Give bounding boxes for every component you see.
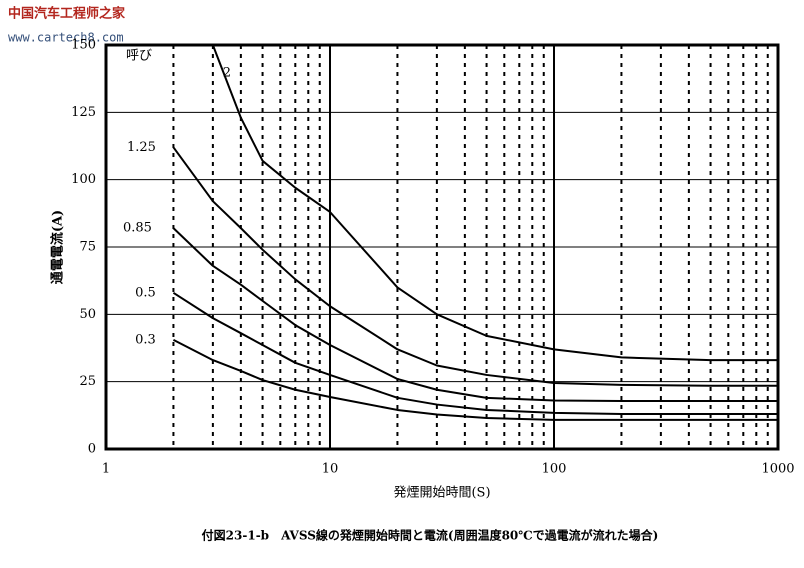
watermark-name: 中国汽车工程师之家 bbox=[8, 6, 126, 22]
line bbox=[172, 339, 778, 421]
line bbox=[172, 291, 778, 415]
x-tick-label: 1000 bbox=[761, 462, 794, 477]
series-label: 1.25 bbox=[127, 140, 156, 155]
y-tick-label: 75 bbox=[79, 240, 96, 255]
series-label: 2 bbox=[223, 66, 231, 81]
series-label: 0.3 bbox=[135, 332, 156, 347]
y-tick-label: 25 bbox=[79, 374, 96, 389]
y-axis-label: 通電電流(A) bbox=[50, 210, 66, 284]
line bbox=[172, 227, 778, 403]
watermark-url: www.cartech8.com bbox=[8, 31, 124, 45]
x-axis-label: 発煙開始時間(S) bbox=[393, 486, 490, 501]
line bbox=[172, 146, 778, 387]
x-tick-label: 100 bbox=[542, 462, 567, 477]
x-tick-label: 10 bbox=[322, 462, 339, 477]
y-tick-label: 150 bbox=[71, 38, 96, 53]
y-tick-label: 125 bbox=[71, 105, 96, 120]
legend-title: 呼び bbox=[126, 49, 152, 64]
series-label: 0.5 bbox=[135, 285, 156, 300]
x-tick-label: 1 bbox=[102, 462, 110, 477]
y-tick-label: 50 bbox=[79, 307, 96, 322]
plot-frame bbox=[104, 43, 780, 451]
y-tick-label: 100 bbox=[71, 172, 96, 187]
series-label: 0.85 bbox=[123, 221, 152, 236]
caption: 付図23-1-b AVSS線の発煙開始時間と電流(周囲温度80℃で過電流が流れた… bbox=[202, 528, 659, 543]
line bbox=[211, 44, 778, 362]
y-tick-label: 0 bbox=[88, 442, 96, 457]
